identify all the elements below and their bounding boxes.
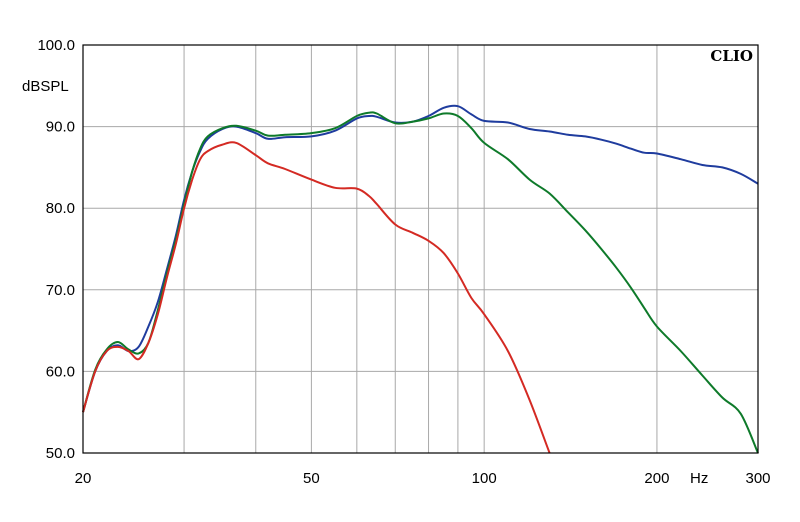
x-tick-label-4: 300	[745, 470, 770, 487]
y-tick-label-5: 100.0	[37, 37, 75, 54]
y-tick-label-4: 90.0	[46, 119, 75, 136]
y-tick-label-0: 50.0	[46, 445, 75, 462]
x-tick-label-2: 100	[472, 470, 497, 487]
x-tick-label-3: 200	[644, 470, 669, 487]
y-tick-label-2: 70.0	[46, 282, 75, 299]
x-unit-label: Hz	[690, 470, 708, 487]
clio-brand-label: CLIO	[710, 47, 753, 65]
series-curves	[82, 104, 759, 454]
plot-frame	[82, 44, 759, 454]
y-tick-labels: 50.0 60.0 70.0 80.0 90.0 100.0	[37, 37, 75, 462]
y-tick-label-3: 80.0	[46, 200, 75, 217]
x-tick-label-0: 20	[75, 470, 92, 487]
series-line-2	[82, 141, 551, 454]
grid	[83, 44, 758, 454]
y-axis-label: dBSPL	[22, 78, 69, 95]
series-line-0	[82, 104, 759, 413]
x-tick-label-1: 50	[303, 470, 320, 487]
x-tick-labels: 20 50 100 200 300	[75, 470, 771, 487]
series-line-1	[82, 111, 759, 454]
y-tick-label-1: 60.0	[46, 363, 75, 380]
